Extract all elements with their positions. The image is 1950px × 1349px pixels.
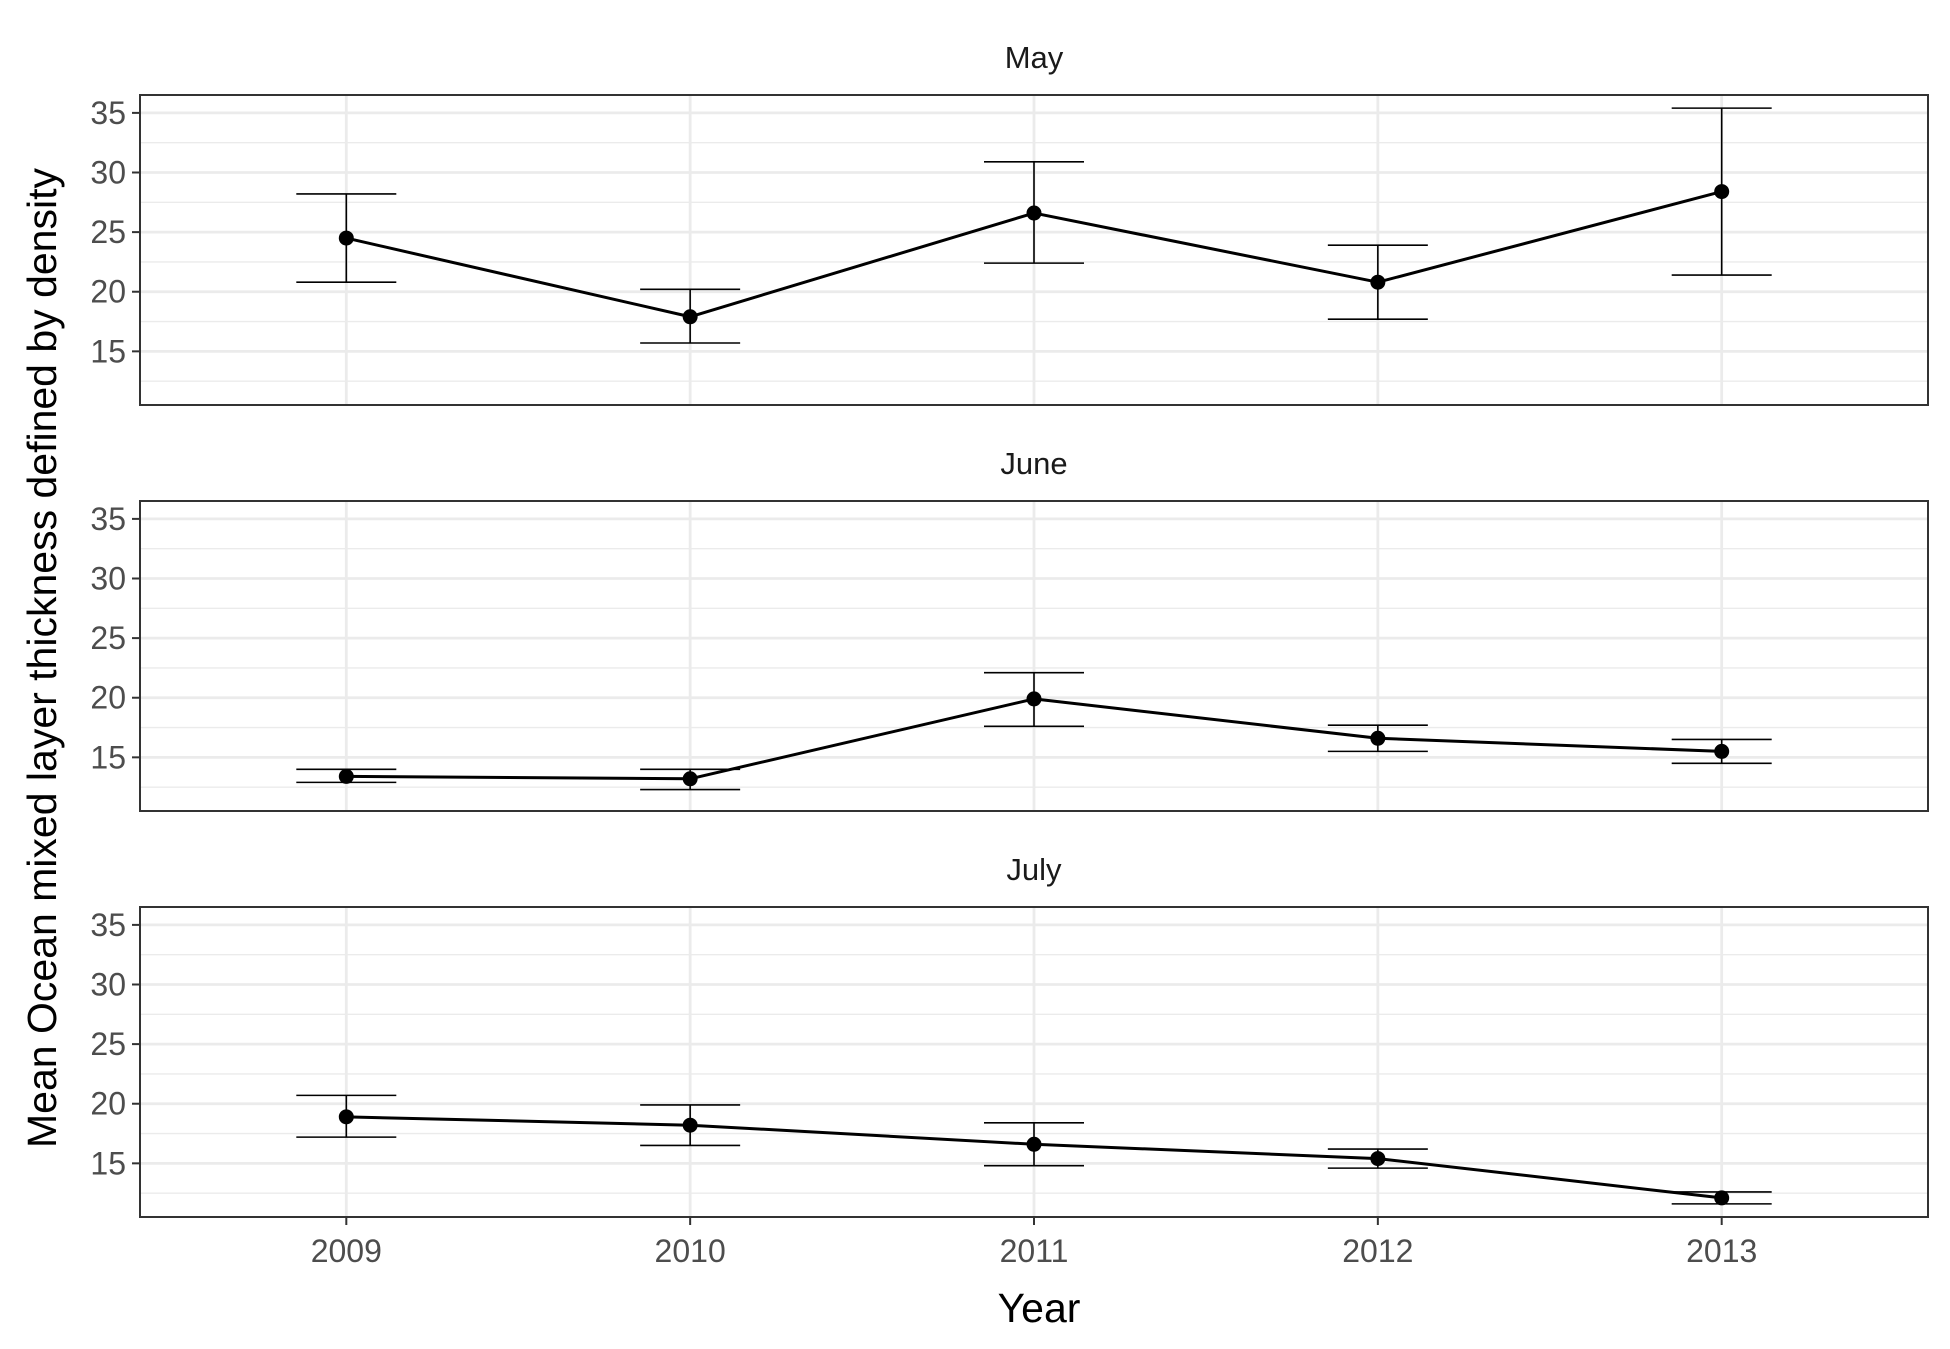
data-point (1026, 1136, 1042, 1152)
data-point (1370, 274, 1386, 290)
data-point (682, 309, 698, 325)
panel-border (139, 500, 1929, 812)
y-tick-label: 15 (90, 1145, 126, 1181)
x-tick-label: 2010 (655, 1233, 726, 1269)
data-point (682, 771, 698, 787)
data-point (338, 230, 354, 246)
x-tick-label: 2011 (1000, 1233, 1069, 1269)
panel-border (139, 94, 1929, 406)
panels-layer: May 15 20 25 30 35 June 15 20 25 30 35 July 15 20 25 30 3… (90, 40, 1929, 1218)
panel-june: June 15 20 25 30 35 (90, 446, 1929, 812)
y-tick-label: 30 (90, 561, 126, 597)
y-tick-label: 30 (90, 967, 126, 1003)
panel-july: July 15 20 25 30 35 (90, 852, 1929, 1218)
data-point (1026, 691, 1042, 707)
data-point (1714, 184, 1730, 200)
y-tick-label: 35 (90, 501, 126, 537)
panel-title: July (1006, 852, 1062, 887)
data-point (1714, 743, 1730, 759)
y-tick-label: 25 (90, 1026, 126, 1062)
y-tick-label: 25 (90, 214, 126, 250)
x-tick-label: 2009 (311, 1233, 382, 1269)
data-point (1370, 1151, 1386, 1167)
x-tick-label: 2012 (1342, 1233, 1413, 1269)
y-tick-label: 15 (90, 333, 126, 369)
y-tick-label: 20 (90, 1086, 126, 1122)
x-tick-label: 2013 (1686, 1233, 1757, 1269)
y-axis-title: Mean Ocean mixed layer thickness defined… (19, 168, 65, 1148)
y-tick-label: 35 (90, 95, 126, 131)
panel-title: June (1000, 446, 1067, 481)
data-point (1370, 730, 1386, 746)
y-tick-label: 30 (90, 155, 126, 191)
x-axis-title: Year (998, 1285, 1081, 1331)
data-point (1026, 205, 1042, 221)
panel-may: May 15 20 25 30 35 (90, 40, 1929, 406)
y-tick-label: 25 (90, 620, 126, 656)
data-point (338, 1109, 354, 1125)
y-tick-label: 15 (90, 739, 126, 775)
panel-title: May (1005, 40, 1064, 75)
data-point (682, 1117, 698, 1133)
y-tick-label: 35 (90, 907, 126, 943)
x-axis: 2009 2010 2011 2012 2013 (311, 1217, 1757, 1269)
y-tick-label: 20 (90, 680, 126, 716)
y-tick-label: 20 (90, 274, 126, 310)
data-point (1714, 1190, 1730, 1206)
data-point (338, 768, 354, 784)
